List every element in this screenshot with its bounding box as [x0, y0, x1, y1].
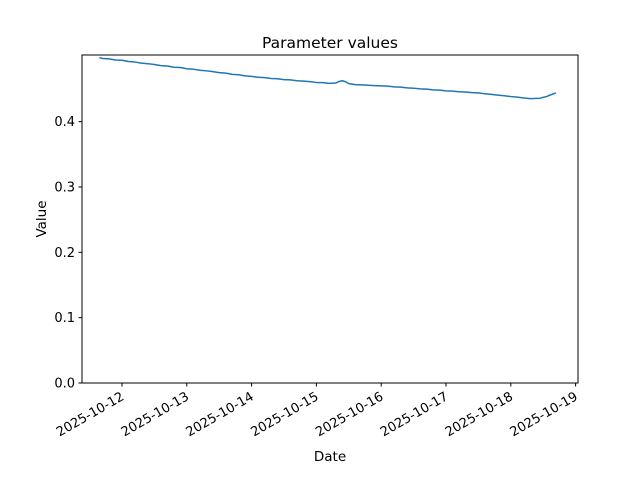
series-line-parameter-value: [99, 56, 557, 100]
x-tick-label: 2025-10-14: [184, 389, 257, 440]
y-tick-label: 0.2: [54, 246, 75, 261]
x-tick-label: 2025-10-17: [378, 389, 451, 440]
y-tick-label: 0.4: [54, 115, 75, 130]
x-tick-label: 2025-10-18: [443, 389, 516, 440]
x-axis-ticks: 2025-10-122025-10-132025-10-142025-10-15…: [54, 383, 581, 440]
axes-spines: [81, 54, 579, 384]
x-tick-label: 2025-10-15: [248, 389, 321, 440]
x-tick-label: 2025-10-13: [119, 389, 192, 440]
y-axis-label: Value: [34, 200, 50, 237]
x-tick-label: 2025-10-16: [313, 389, 386, 440]
plot-area: [82, 55, 578, 383]
chart-title: Parameter values: [262, 34, 398, 52]
y-tick-label: 0.0: [54, 377, 75, 392]
y-axis-ticks: 0.0 0.1 0.2 0.3 0.4: [54, 115, 82, 392]
series-lines: [99, 56, 557, 100]
x-tick-label: 2025-10-12: [54, 389, 127, 440]
y-tick-label: 0.3: [54, 180, 75, 195]
x-tick-label: 2025-10-19: [508, 389, 581, 440]
x-axis-label: Date: [314, 449, 346, 465]
y-tick-label: 0.1: [54, 311, 75, 326]
